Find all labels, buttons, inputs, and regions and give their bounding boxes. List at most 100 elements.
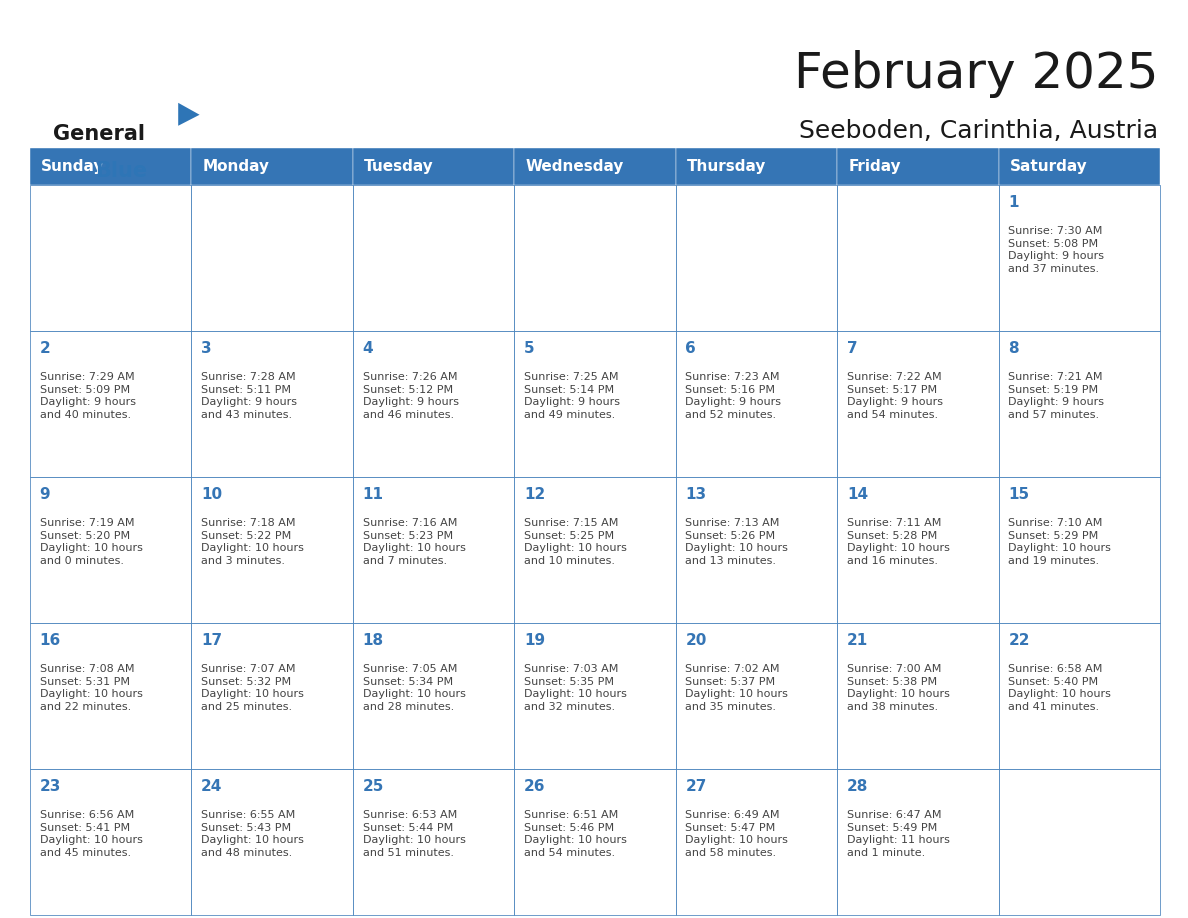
Text: Sunrise: 6:51 AM
Sunset: 5:46 PM
Daylight: 10 hours
and 54 minutes.: Sunrise: 6:51 AM Sunset: 5:46 PM Dayligh… — [524, 810, 627, 858]
Bar — [999, 185, 1159, 331]
Text: 22: 22 — [1009, 633, 1030, 648]
Text: 4: 4 — [362, 341, 373, 356]
Bar — [999, 623, 1159, 769]
Bar — [30, 769, 191, 915]
Text: 1: 1 — [1009, 196, 1019, 210]
Text: Sunrise: 7:23 AM
Sunset: 5:16 PM
Daylight: 9 hours
and 52 minutes.: Sunrise: 7:23 AM Sunset: 5:16 PM Dayligh… — [685, 372, 782, 420]
Text: Sunrise: 7:26 AM
Sunset: 5:12 PM
Daylight: 9 hours
and 46 minutes.: Sunrise: 7:26 AM Sunset: 5:12 PM Dayligh… — [362, 372, 459, 420]
Bar — [30, 185, 191, 331]
Text: Sunrise: 7:28 AM
Sunset: 5:11 PM
Daylight: 9 hours
and 43 minutes.: Sunrise: 7:28 AM Sunset: 5:11 PM Dayligh… — [201, 372, 297, 420]
Text: 13: 13 — [685, 487, 707, 502]
Text: 27: 27 — [685, 779, 707, 794]
Bar — [30, 623, 191, 769]
Text: Wednesday: Wednesday — [525, 159, 624, 174]
Bar — [514, 623, 676, 769]
Text: 9: 9 — [39, 487, 50, 502]
Text: Sunrise: 7:16 AM
Sunset: 5:23 PM
Daylight: 10 hours
and 7 minutes.: Sunrise: 7:16 AM Sunset: 5:23 PM Dayligh… — [362, 518, 466, 566]
Text: 5: 5 — [524, 341, 535, 356]
Text: Friday: Friday — [848, 159, 901, 174]
Bar — [676, 623, 838, 769]
Text: Sunrise: 7:05 AM
Sunset: 5:34 PM
Daylight: 10 hours
and 28 minutes.: Sunrise: 7:05 AM Sunset: 5:34 PM Dayligh… — [362, 664, 466, 712]
Text: Sunrise: 7:13 AM
Sunset: 5:26 PM
Daylight: 10 hours
and 13 minutes.: Sunrise: 7:13 AM Sunset: 5:26 PM Dayligh… — [685, 518, 789, 566]
Text: Sunrise: 6:47 AM
Sunset: 5:49 PM
Daylight: 11 hours
and 1 minute.: Sunrise: 6:47 AM Sunset: 5:49 PM Dayligh… — [847, 810, 949, 858]
Text: Sunrise: 7:25 AM
Sunset: 5:14 PM
Daylight: 9 hours
and 49 minutes.: Sunrise: 7:25 AM Sunset: 5:14 PM Dayligh… — [524, 372, 620, 420]
Text: 10: 10 — [201, 487, 222, 502]
Bar — [838, 623, 999, 769]
Text: Sunrise: 7:08 AM
Sunset: 5:31 PM
Daylight: 10 hours
and 22 minutes.: Sunrise: 7:08 AM Sunset: 5:31 PM Dayligh… — [39, 664, 143, 712]
Text: 20: 20 — [685, 633, 707, 648]
Text: 17: 17 — [201, 633, 222, 648]
Bar — [999, 477, 1159, 623]
Text: 11: 11 — [362, 487, 384, 502]
Text: 15: 15 — [1009, 487, 1029, 502]
Text: Sunrise: 7:02 AM
Sunset: 5:37 PM
Daylight: 10 hours
and 35 minutes.: Sunrise: 7:02 AM Sunset: 5:37 PM Dayligh… — [685, 664, 789, 712]
Polygon shape — [178, 103, 200, 126]
Bar — [838, 185, 999, 331]
Text: 18: 18 — [362, 633, 384, 648]
Bar — [999, 331, 1159, 477]
Text: 19: 19 — [524, 633, 545, 648]
Text: Sunrise: 6:49 AM
Sunset: 5:47 PM
Daylight: 10 hours
and 58 minutes.: Sunrise: 6:49 AM Sunset: 5:47 PM Dayligh… — [685, 810, 789, 858]
Bar — [999, 148, 1159, 185]
Text: Seeboden, Carinthia, Austria: Seeboden, Carinthia, Austria — [800, 119, 1158, 143]
Text: Tuesday: Tuesday — [365, 159, 434, 174]
Text: Sunday: Sunday — [42, 159, 105, 174]
Bar — [676, 148, 838, 185]
Bar — [514, 477, 676, 623]
Bar — [838, 148, 999, 185]
Text: 3: 3 — [201, 341, 211, 356]
Bar — [191, 769, 353, 915]
Text: Sunrise: 6:53 AM
Sunset: 5:44 PM
Daylight: 10 hours
and 51 minutes.: Sunrise: 6:53 AM Sunset: 5:44 PM Dayligh… — [362, 810, 466, 858]
Text: Sunrise: 7:10 AM
Sunset: 5:29 PM
Daylight: 10 hours
and 19 minutes.: Sunrise: 7:10 AM Sunset: 5:29 PM Dayligh… — [1009, 518, 1111, 566]
Bar — [30, 148, 191, 185]
Text: Sunrise: 6:55 AM
Sunset: 5:43 PM
Daylight: 10 hours
and 48 minutes.: Sunrise: 6:55 AM Sunset: 5:43 PM Dayligh… — [201, 810, 304, 858]
Bar — [514, 769, 676, 915]
Text: 2: 2 — [39, 341, 50, 356]
Bar — [353, 148, 514, 185]
Text: Sunrise: 7:19 AM
Sunset: 5:20 PM
Daylight: 10 hours
and 0 minutes.: Sunrise: 7:19 AM Sunset: 5:20 PM Dayligh… — [39, 518, 143, 566]
Text: 24: 24 — [201, 779, 222, 794]
Text: Sunrise: 7:30 AM
Sunset: 5:08 PM
Daylight: 9 hours
and 37 minutes.: Sunrise: 7:30 AM Sunset: 5:08 PM Dayligh… — [1009, 226, 1105, 274]
Text: Sunrise: 7:03 AM
Sunset: 5:35 PM
Daylight: 10 hours
and 32 minutes.: Sunrise: 7:03 AM Sunset: 5:35 PM Dayligh… — [524, 664, 627, 712]
Bar — [353, 623, 514, 769]
Bar — [838, 331, 999, 477]
Text: 12: 12 — [524, 487, 545, 502]
Bar — [353, 331, 514, 477]
Bar — [514, 148, 676, 185]
Bar — [838, 477, 999, 623]
Text: Sunrise: 7:15 AM
Sunset: 5:25 PM
Daylight: 10 hours
and 10 minutes.: Sunrise: 7:15 AM Sunset: 5:25 PM Dayligh… — [524, 518, 627, 566]
Bar — [191, 185, 353, 331]
Text: Sunrise: 6:56 AM
Sunset: 5:41 PM
Daylight: 10 hours
and 45 minutes.: Sunrise: 6:56 AM Sunset: 5:41 PM Dayligh… — [39, 810, 143, 858]
Bar — [676, 331, 838, 477]
Text: Sunrise: 7:07 AM
Sunset: 5:32 PM
Daylight: 10 hours
and 25 minutes.: Sunrise: 7:07 AM Sunset: 5:32 PM Dayligh… — [201, 664, 304, 712]
Text: 14: 14 — [847, 487, 868, 502]
Text: 21: 21 — [847, 633, 868, 648]
Bar — [514, 185, 676, 331]
Text: 28: 28 — [847, 779, 868, 794]
Text: Saturday: Saturday — [1010, 159, 1088, 174]
Bar — [191, 148, 353, 185]
Text: Sunrise: 7:00 AM
Sunset: 5:38 PM
Daylight: 10 hours
and 38 minutes.: Sunrise: 7:00 AM Sunset: 5:38 PM Dayligh… — [847, 664, 949, 712]
Bar — [676, 477, 838, 623]
Text: 25: 25 — [362, 779, 384, 794]
Text: Sunrise: 7:22 AM
Sunset: 5:17 PM
Daylight: 9 hours
and 54 minutes.: Sunrise: 7:22 AM Sunset: 5:17 PM Dayligh… — [847, 372, 943, 420]
Text: February 2025: February 2025 — [794, 50, 1158, 98]
Text: 7: 7 — [847, 341, 858, 356]
Bar — [514, 331, 676, 477]
Bar — [30, 477, 191, 623]
Bar — [30, 331, 191, 477]
Bar — [353, 477, 514, 623]
Text: Sunrise: 7:11 AM
Sunset: 5:28 PM
Daylight: 10 hours
and 16 minutes.: Sunrise: 7:11 AM Sunset: 5:28 PM Dayligh… — [847, 518, 949, 566]
Bar — [676, 185, 838, 331]
Text: Monday: Monday — [203, 159, 270, 174]
Bar — [353, 769, 514, 915]
Text: 8: 8 — [1009, 341, 1019, 356]
Text: Thursday: Thursday — [687, 159, 766, 174]
Text: 23: 23 — [39, 779, 61, 794]
Bar — [838, 769, 999, 915]
Bar — [191, 331, 353, 477]
Text: Blue: Blue — [95, 161, 147, 181]
Bar — [676, 769, 838, 915]
Text: General: General — [53, 124, 145, 144]
Text: Sunrise: 6:58 AM
Sunset: 5:40 PM
Daylight: 10 hours
and 41 minutes.: Sunrise: 6:58 AM Sunset: 5:40 PM Dayligh… — [1009, 664, 1111, 712]
